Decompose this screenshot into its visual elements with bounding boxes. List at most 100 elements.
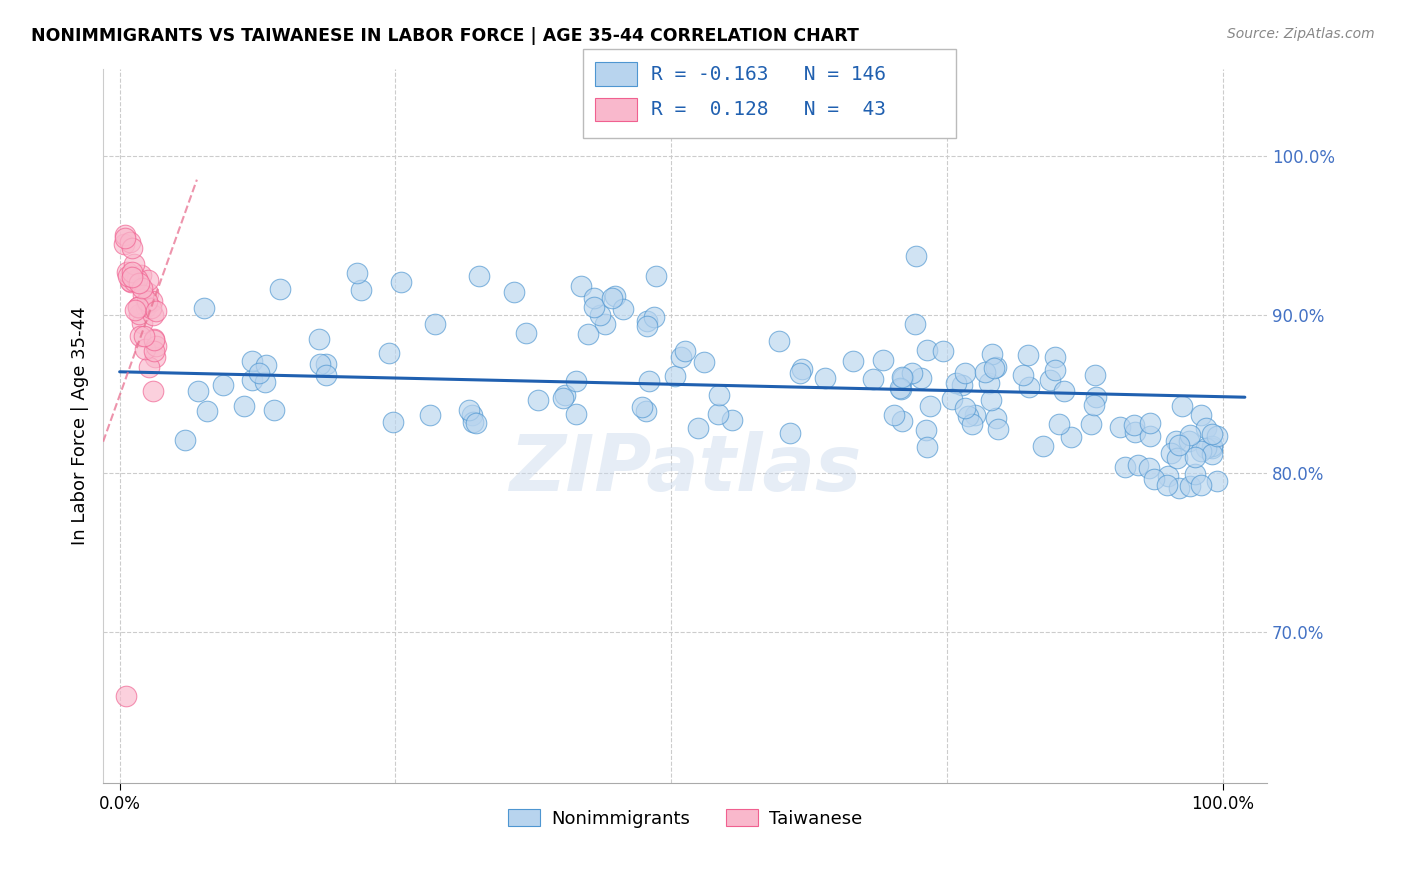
Point — [904, 317, 927, 331]
Point — [789, 366, 811, 380]
Point — [569, 279, 592, 293]
Point — [118, 274, 141, 288]
Point — [145, 304, 167, 318]
Point — [565, 374, 588, 388]
Point — [503, 285, 526, 299]
Point — [889, 381, 911, 395]
Point — [138, 360, 160, 375]
Point — [139, 301, 162, 315]
Point — [118, 235, 141, 249]
Point — [465, 416, 488, 430]
Point — [600, 291, 623, 305]
Point — [612, 301, 634, 316]
Point — [115, 689, 138, 703]
Point — [129, 268, 152, 282]
Point — [193, 301, 215, 315]
Point — [1012, 368, 1035, 382]
Point — [1201, 441, 1223, 455]
Point — [973, 365, 995, 379]
Point — [121, 270, 143, 285]
Point — [945, 376, 967, 390]
Point — [1195, 441, 1218, 455]
Point — [842, 354, 865, 368]
Point — [779, 426, 801, 441]
Point — [131, 281, 153, 295]
Point — [1017, 348, 1039, 362]
Point — [636, 318, 658, 333]
Point — [1157, 468, 1180, 483]
Point — [1206, 474, 1229, 488]
Point — [1156, 478, 1178, 492]
Point — [143, 333, 166, 347]
Point — [378, 346, 401, 360]
Point — [953, 366, 976, 380]
Point — [254, 375, 277, 389]
Point — [890, 382, 912, 396]
Point — [1184, 467, 1206, 482]
Point — [693, 355, 716, 369]
Legend: Nonimmigrants, Taiwanese: Nonimmigrants, Taiwanese — [501, 802, 870, 835]
Point — [1178, 434, 1201, 448]
Point — [814, 371, 837, 385]
Text: Source: ZipAtlas.com: Source: ZipAtlas.com — [1227, 27, 1375, 41]
Point — [131, 316, 153, 330]
Point — [125, 271, 148, 285]
Point — [960, 417, 983, 432]
Point — [458, 402, 481, 417]
Point — [915, 343, 938, 357]
Point — [128, 277, 150, 291]
Point — [467, 269, 489, 284]
Point — [1060, 430, 1083, 444]
Point — [1139, 429, 1161, 443]
Point — [129, 329, 152, 343]
Text: R =  0.128   N =  43: R = 0.128 N = 43 — [651, 100, 886, 120]
Point — [915, 423, 938, 437]
Point — [142, 384, 165, 398]
Point — [707, 407, 730, 421]
Point — [582, 300, 605, 314]
Point — [1178, 427, 1201, 442]
Point — [862, 372, 884, 386]
Point — [983, 361, 1005, 376]
Point — [905, 249, 928, 263]
Point — [1171, 399, 1194, 413]
Point — [634, 404, 657, 418]
Point — [127, 300, 149, 314]
Point — [263, 403, 285, 417]
Point — [1109, 420, 1132, 434]
Point — [1114, 460, 1136, 475]
Point — [664, 368, 686, 383]
Point — [721, 413, 744, 427]
Point — [1166, 451, 1188, 466]
Point — [637, 374, 659, 388]
Point — [114, 227, 136, 242]
Point — [890, 414, 912, 428]
Point — [136, 285, 159, 300]
Point — [1195, 421, 1218, 435]
Point — [134, 342, 156, 356]
Point — [382, 415, 405, 429]
Point — [920, 399, 942, 413]
Point — [122, 274, 145, 288]
Point — [589, 308, 612, 322]
Point — [987, 422, 1010, 436]
Point — [1206, 428, 1229, 442]
Point — [128, 307, 150, 321]
Point — [645, 269, 668, 284]
Point — [986, 411, 1008, 425]
Point — [980, 392, 1002, 407]
Point — [195, 404, 218, 418]
Point — [1142, 472, 1164, 486]
Point — [425, 317, 447, 331]
Point — [707, 388, 730, 402]
Point — [553, 391, 575, 405]
Point — [254, 358, 277, 372]
Point — [669, 350, 692, 364]
Point — [576, 327, 599, 342]
Point — [233, 400, 256, 414]
Point — [636, 314, 658, 328]
Point — [565, 408, 588, 422]
Point — [1167, 481, 1189, 495]
Point — [1128, 458, 1150, 472]
Point — [121, 275, 143, 289]
